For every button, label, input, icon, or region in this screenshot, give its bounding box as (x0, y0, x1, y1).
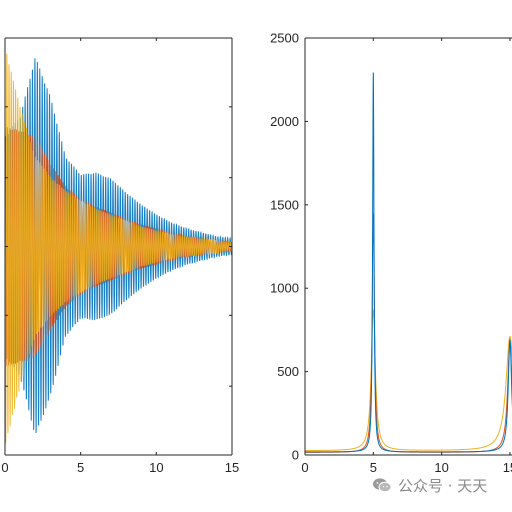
left-plot: 0 5 10 15 (1, 37, 239, 475)
right-y-tick-label-4: 2000 (270, 114, 299, 129)
right-y-tick-label-5: 2500 (270, 31, 299, 46)
right-x-tick-label-3: 15 (503, 460, 512, 475)
right-y-tick-label-2: 1000 (270, 281, 299, 296)
right-x-tick-label-1: 5 (370, 460, 377, 475)
right-series-0 (305, 72, 512, 453)
watermark: 公众号 · 天天 (372, 474, 487, 496)
right-y-tick-label-1: 500 (277, 364, 299, 379)
left-x-tick-label-2: 10 (149, 460, 163, 475)
left-x-tick-label-3: 15 (225, 460, 239, 475)
right-x-tick-label-2: 10 (434, 460, 448, 475)
right-y-tick-label-3: 1500 (270, 197, 299, 212)
wechat-icon (372, 477, 392, 493)
watermark-text: 公众号 · 天天 (398, 476, 488, 495)
right-plot: 0 500 1000 1500 2000 2500 0 5 10 15 (270, 31, 512, 475)
left-x-tick-label-1: 5 (77, 460, 84, 475)
right-x-tick-label-0: 0 (301, 460, 308, 475)
right-y-tick-label-0: 0 (292, 448, 299, 463)
left-x-tick-label-0: 0 (1, 460, 8, 475)
left-series-2 (5, 53, 232, 444)
right-series-2 (305, 308, 512, 452)
right-series-1 (305, 213, 512, 453)
